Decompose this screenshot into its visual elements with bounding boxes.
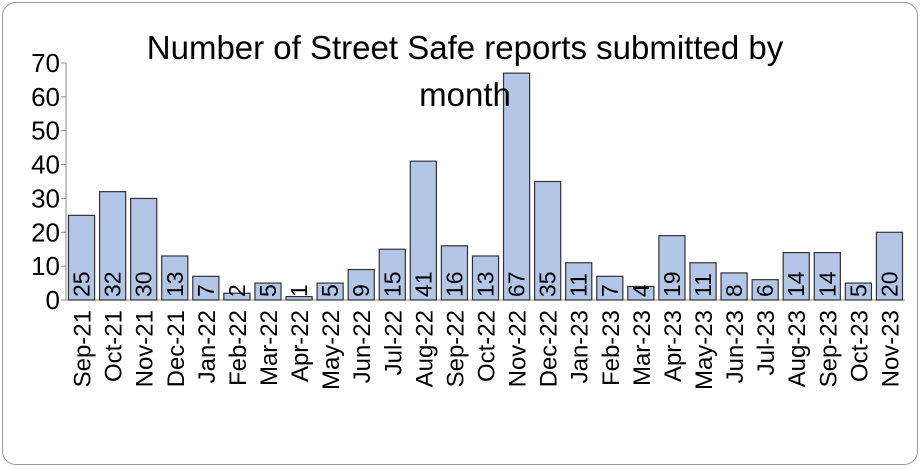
data-label: 16 <box>441 271 467 297</box>
data-label: 30 <box>131 271 157 297</box>
bar <box>813 252 841 301</box>
x-tick-label: Jul-22 <box>380 310 407 375</box>
data-label: 32 <box>100 271 126 297</box>
bar <box>409 160 438 301</box>
x-tick-label: May-23 <box>691 310 718 390</box>
data-label: 14 <box>783 271 809 297</box>
data-label: 5 <box>255 284 281 297</box>
x-tick-label: Jul-23 <box>753 310 780 375</box>
x-tick-label: Sep-22 <box>442 310 469 387</box>
x-tick-label: May-22 <box>318 310 345 390</box>
data-label: 25 <box>69 271 95 297</box>
data-label: 8 <box>721 284 747 297</box>
x-tick-label: Aug-23 <box>784 310 811 387</box>
data-label: 5 <box>845 284 871 297</box>
x-tick-label: Oct-22 <box>474 310 501 382</box>
bar <box>875 231 904 301</box>
data-label: 11 <box>690 273 716 297</box>
data-label: 4 <box>628 284 654 297</box>
x-tick-label: Nov-23 <box>877 310 904 387</box>
x-tick-label: Nov-22 <box>505 310 532 387</box>
bar <box>223 292 251 301</box>
x-tick-label: Mar-23 <box>629 310 656 386</box>
bar <box>471 255 500 301</box>
bar <box>440 245 469 301</box>
bar <box>98 191 127 301</box>
bar <box>658 235 686 301</box>
bar <box>192 275 220 301</box>
bar <box>533 180 562 301</box>
bar <box>502 72 531 301</box>
data-label: 13 <box>162 271 188 297</box>
y-tick-label: 0 <box>46 285 60 315</box>
y-tick-label: 40 <box>31 150 60 180</box>
data-label: 5 <box>317 284 343 297</box>
y-tick-label: 30 <box>31 183 60 213</box>
bar <box>161 255 189 301</box>
x-tick-label: Jan-23 <box>567 310 594 383</box>
bar <box>751 279 779 301</box>
bar <box>285 296 313 301</box>
x-tick-label: Oct-21 <box>101 310 128 382</box>
y-tick-label: 10 <box>31 251 60 281</box>
x-tick-label: Feb-23 <box>598 310 625 386</box>
bar <box>67 214 96 301</box>
bar <box>720 272 748 301</box>
data-label: 1 <box>286 284 312 297</box>
bar <box>782 252 810 301</box>
y-tick-label: 50 <box>31 116 60 146</box>
x-tick-label: Jun-22 <box>349 310 376 383</box>
y-tick-label: 20 <box>31 217 60 247</box>
bar <box>130 197 158 301</box>
x-tick-label: Apr-22 <box>287 310 314 382</box>
data-label: 14 <box>814 271 840 297</box>
x-tick-label: Dec-22 <box>536 310 563 387</box>
bar <box>844 282 873 301</box>
bar <box>565 262 593 301</box>
x-tick-label: Dec-21 <box>163 310 190 387</box>
data-label: 15 <box>379 271 405 297</box>
data-label: 2 <box>224 284 250 297</box>
data-label: 19 <box>659 271 685 297</box>
bar <box>254 282 282 301</box>
x-tick-label: Jun-23 <box>722 310 749 383</box>
x-tick-label: Sep-21 <box>70 310 97 387</box>
data-label: 7 <box>193 284 219 297</box>
x-tick-label: Apr-23 <box>660 310 687 382</box>
data-label: 6 <box>752 284 778 297</box>
x-tick-label: Nov-21 <box>132 310 159 387</box>
bar <box>347 268 375 301</box>
x-tick-label: Oct-23 <box>846 310 873 382</box>
y-tick-label: 70 <box>31 48 60 78</box>
data-label: 67 <box>504 271 530 297</box>
x-tick-label: Aug-22 <box>411 310 438 387</box>
bar <box>596 275 624 301</box>
x-tick-label: Jan-22 <box>194 310 221 383</box>
bar <box>689 262 717 301</box>
x-tick-label: Sep-23 <box>815 310 842 387</box>
data-label: 20 <box>876 271 902 297</box>
data-label: 41 <box>410 271 436 297</box>
data-label: 13 <box>473 271 499 297</box>
bar <box>378 248 406 301</box>
x-tick-label: Feb-22 <box>225 310 252 386</box>
data-label: 7 <box>597 284 623 297</box>
y-tick-label: 60 <box>31 82 60 112</box>
data-label: 9 <box>348 284 374 297</box>
data-label: 35 <box>535 271 561 297</box>
bar <box>316 282 344 301</box>
x-tick-label: Mar-22 <box>256 310 283 386</box>
bar <box>627 285 655 301</box>
data-label: 11 <box>566 273 592 297</box>
chart-title: Number of Street Safe reports submitted … <box>146 29 784 113</box>
